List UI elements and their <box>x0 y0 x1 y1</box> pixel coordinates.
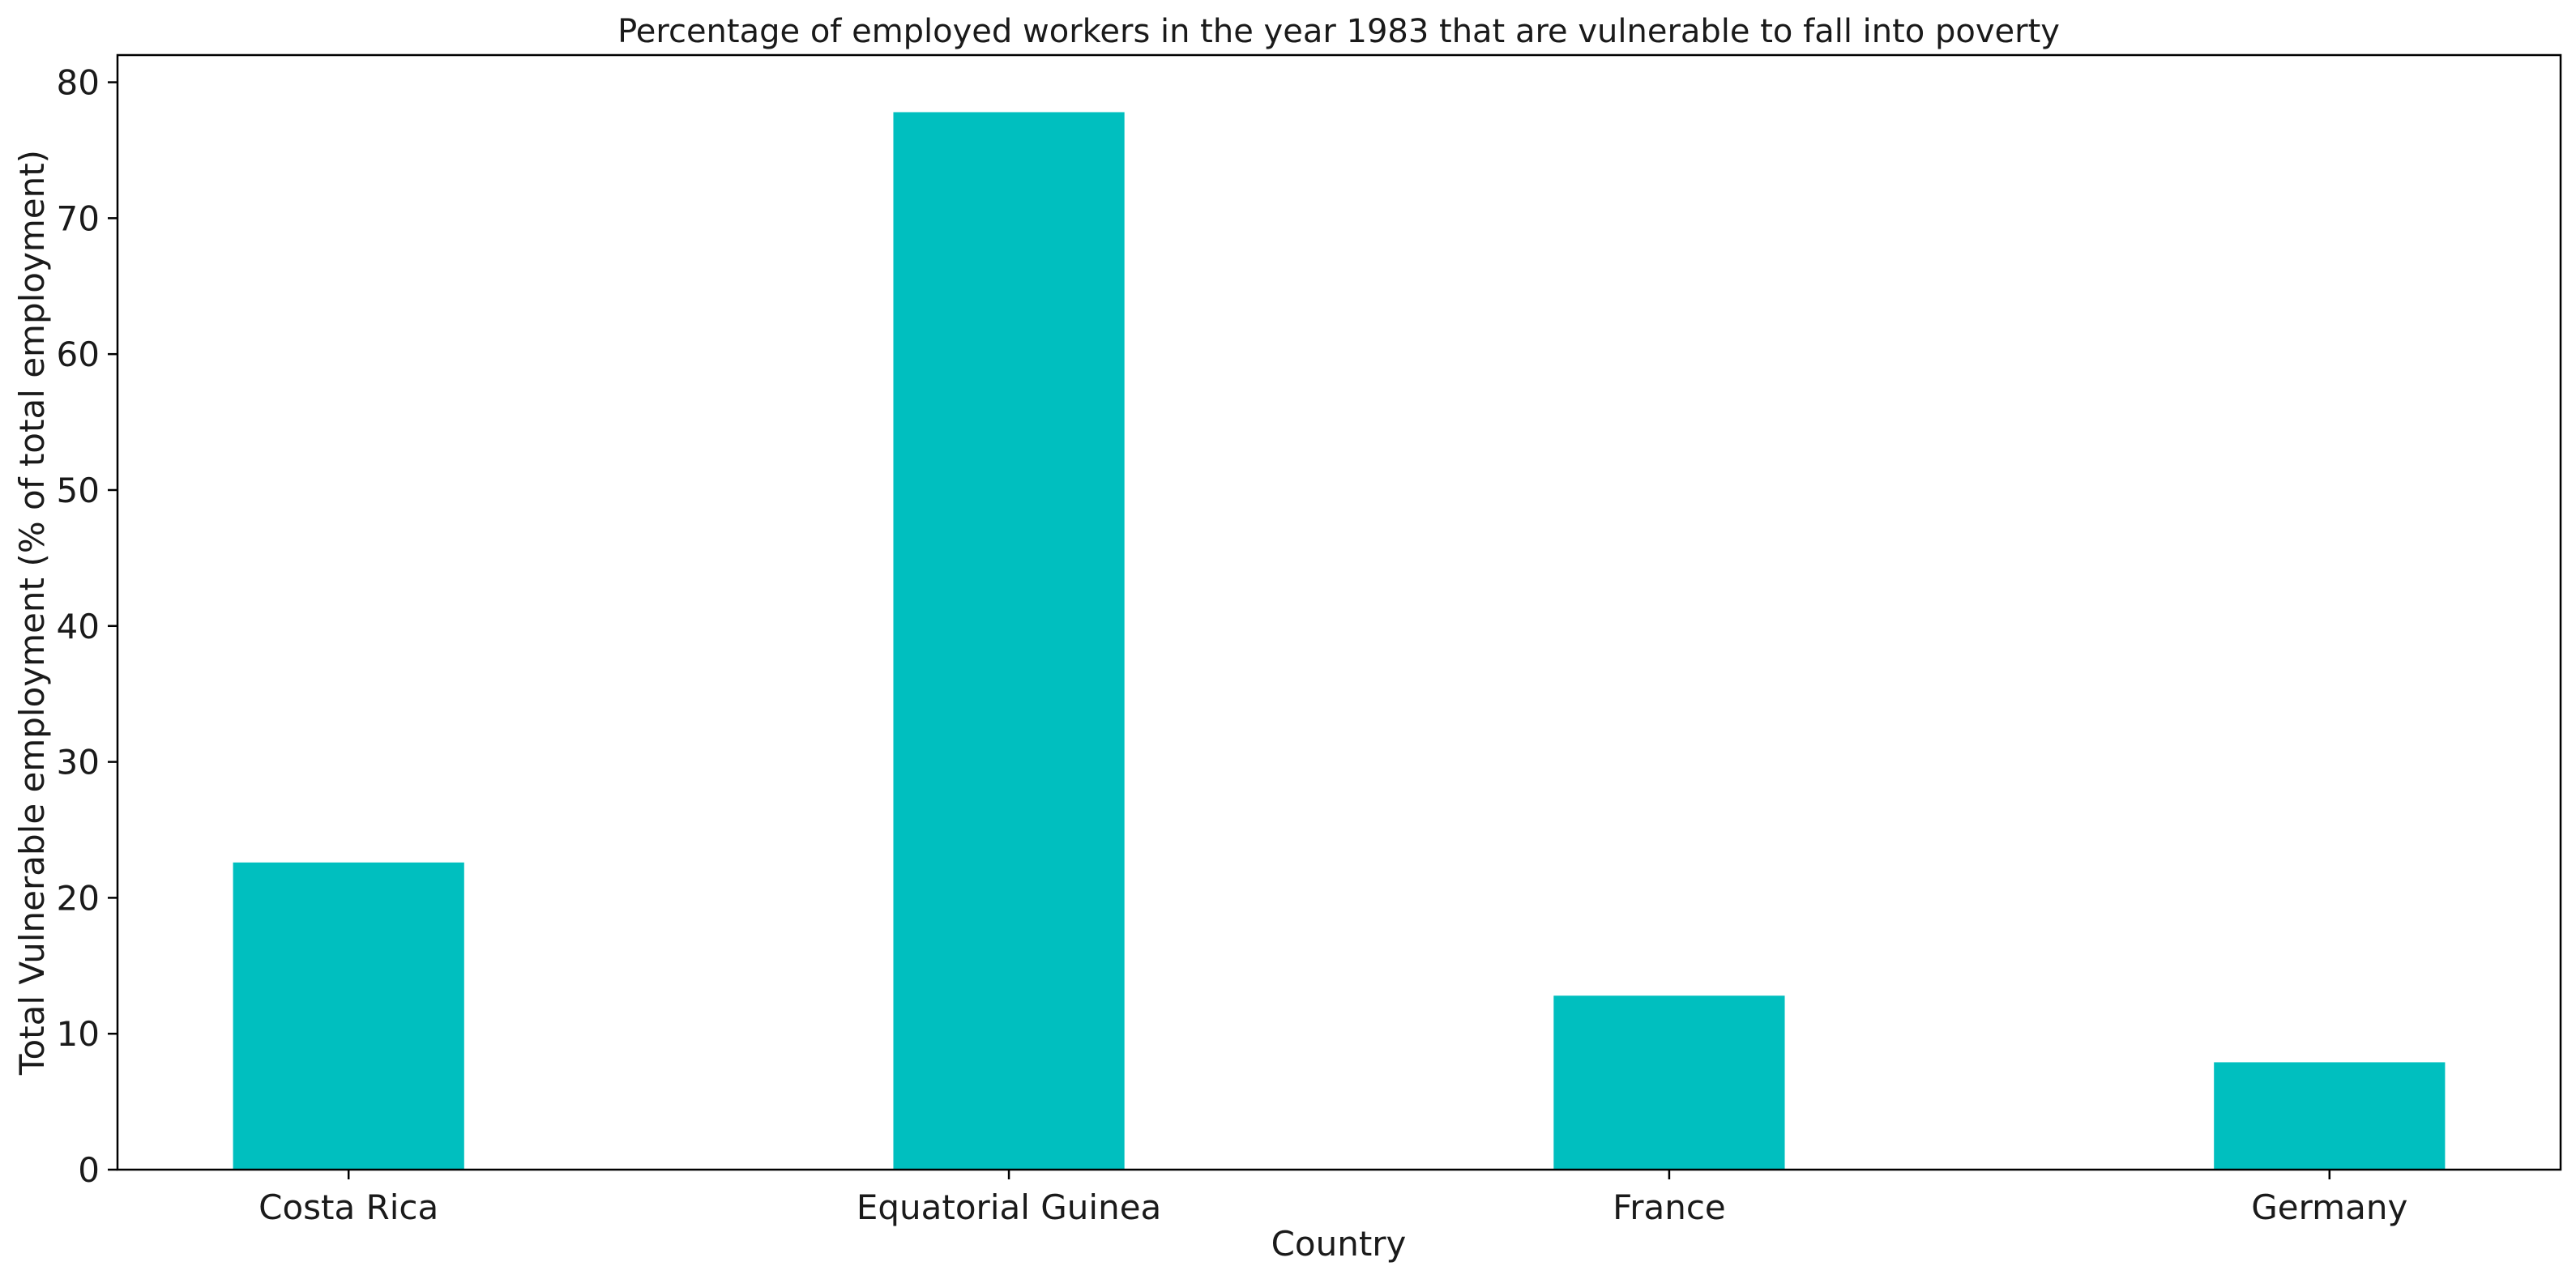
y-tick-label: 60 <box>57 335 100 374</box>
x-tick-label: France <box>1613 1187 1726 1227</box>
y-tick-label: 0 <box>78 1150 100 1190</box>
y-tick-label: 50 <box>57 471 100 510</box>
plot-frame <box>116 53 2562 1171</box>
y-tick-label: 30 <box>57 743 100 782</box>
y-tick-label: 70 <box>57 198 100 238</box>
chart-title: Percentage of employed workers in the ye… <box>617 13 2060 50</box>
x-tick-label: Germany <box>2251 1187 2407 1227</box>
y-tick-label: 40 <box>57 607 100 646</box>
y-axis-label: Total Vulnerable employment (% of total … <box>12 150 52 1076</box>
x-tick-label: Equatorial Guinea <box>857 1187 1161 1227</box>
bar-costa-rica <box>233 862 464 1170</box>
x-tick-label: Costa Rica <box>258 1187 438 1227</box>
bars-group <box>233 112 2446 1170</box>
x-axis-label: Country <box>1271 1224 1407 1264</box>
bar-equatorial-guinea <box>893 112 1125 1170</box>
y-tick-label: 80 <box>57 63 100 103</box>
y-axis-ticks: 0 10 20 30 40 50 60 70 80 <box>57 63 117 1190</box>
bar-germany <box>2214 1062 2446 1170</box>
bar-france <box>1553 995 1785 1170</box>
x-axis-ticks: Costa Rica Equatorial Guinea France Germany <box>258 1170 2407 1227</box>
y-tick-label: 10 <box>57 1014 100 1054</box>
y-tick-label: 20 <box>57 878 100 918</box>
